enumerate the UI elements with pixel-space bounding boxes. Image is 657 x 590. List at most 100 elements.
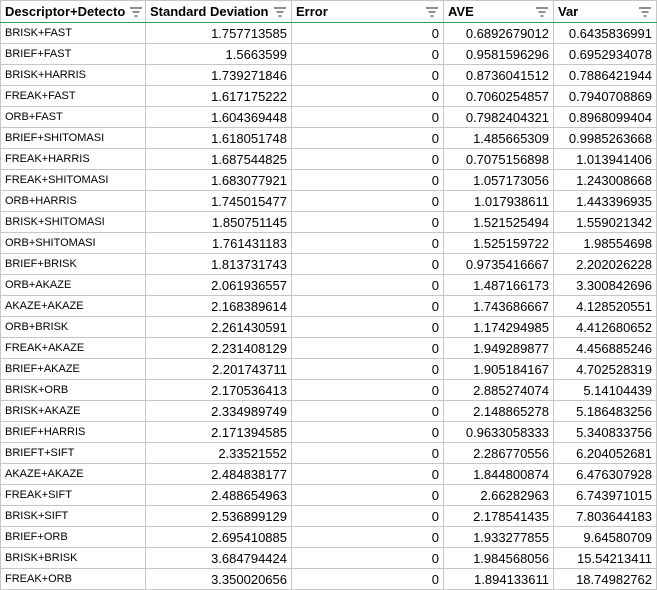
filter-icon[interactable]: [638, 6, 652, 18]
filter-icon[interactable]: [273, 6, 287, 18]
cell-descriptor-detector[interactable]: BRISK+SIFT: [0, 505, 146, 527]
cell-standard-deviation[interactable]: 1.745015477: [145, 190, 292, 212]
cell-descriptor-detector[interactable]: FREAK+SIFT: [0, 484, 146, 506]
cell-error[interactable]: 0: [291, 316, 444, 338]
cell-ave[interactable]: 2.286770556: [443, 442, 554, 464]
cell-var[interactable]: 18.74982762: [553, 568, 657, 590]
cell-standard-deviation[interactable]: 1.761431183: [145, 232, 292, 254]
cell-standard-deviation[interactable]: 2.170536413: [145, 379, 292, 401]
cell-standard-deviation[interactable]: 1.739271846: [145, 64, 292, 86]
cell-error[interactable]: 0: [291, 85, 444, 107]
cell-ave[interactable]: 2.66282963: [443, 484, 554, 506]
cell-var[interactable]: 6.476307928: [553, 463, 657, 485]
cell-var[interactable]: 1.013941406: [553, 148, 657, 170]
cell-standard-deviation[interactable]: 2.33521552: [145, 442, 292, 464]
cell-descriptor-detector[interactable]: ORB+HARRIS: [0, 190, 146, 212]
cell-var[interactable]: 4.128520551: [553, 295, 657, 317]
column-header-ave[interactable]: AVE: [443, 0, 554, 23]
cell-descriptor-detector[interactable]: BRIEF+SHITOMASI: [0, 127, 146, 149]
cell-var[interactable]: 7.803644183: [553, 505, 657, 527]
cell-ave[interactable]: 1.844800874: [443, 463, 554, 485]
cell-var[interactable]: 9.64580709: [553, 526, 657, 548]
cell-standard-deviation[interactable]: 2.261430591: [145, 316, 292, 338]
cell-ave[interactable]: 0.7060254857: [443, 85, 554, 107]
cell-ave[interactable]: 1.743686667: [443, 295, 554, 317]
cell-ave[interactable]: 1.057173056: [443, 169, 554, 191]
cell-ave[interactable]: 1.905184167: [443, 358, 554, 380]
cell-standard-deviation[interactable]: 2.484838177: [145, 463, 292, 485]
cell-standard-deviation[interactable]: 1.618051748: [145, 127, 292, 149]
cell-standard-deviation[interactable]: 2.536899129: [145, 505, 292, 527]
cell-error[interactable]: 0: [291, 169, 444, 191]
cell-descriptor-detector[interactable]: BRISK+FAST: [0, 22, 146, 44]
cell-ave[interactable]: 0.8736041512: [443, 64, 554, 86]
cell-var[interactable]: 0.7940708869: [553, 85, 657, 107]
cell-standard-deviation[interactable]: 2.488654963: [145, 484, 292, 506]
cell-descriptor-detector[interactable]: BRIEF+BRISK: [0, 253, 146, 275]
cell-standard-deviation[interactable]: 3.684794424: [145, 547, 292, 569]
cell-standard-deviation[interactable]: 2.334989749: [145, 400, 292, 422]
cell-var[interactable]: 15.54213411: [553, 547, 657, 569]
cell-var[interactable]: 1.559021342: [553, 211, 657, 233]
cell-standard-deviation[interactable]: 1.813731743: [145, 253, 292, 275]
cell-var[interactable]: 0.9985263668: [553, 127, 657, 149]
cell-ave[interactable]: 1.485665309: [443, 127, 554, 149]
cell-ave[interactable]: 0.7982404321: [443, 106, 554, 128]
cell-var[interactable]: 5.14104439: [553, 379, 657, 401]
cell-var[interactable]: 5.186483256: [553, 400, 657, 422]
cell-error[interactable]: 0: [291, 64, 444, 86]
cell-descriptor-detector[interactable]: ORB+AKAZE: [0, 274, 146, 296]
cell-var[interactable]: 5.340833756: [553, 421, 657, 443]
cell-var[interactable]: 1.243008668: [553, 169, 657, 191]
cell-var[interactable]: 4.456885246: [553, 337, 657, 359]
cell-error[interactable]: 0: [291, 232, 444, 254]
column-header-standard-deviation[interactable]: Standard Deviation: [145, 0, 292, 23]
cell-error[interactable]: 0: [291, 190, 444, 212]
cell-var[interactable]: 0.7886421944: [553, 64, 657, 86]
cell-error[interactable]: 0: [291, 442, 444, 464]
cell-ave[interactable]: 1.174294985: [443, 316, 554, 338]
cell-descriptor-detector[interactable]: BRIEF+AKAZE: [0, 358, 146, 380]
cell-ave[interactable]: 1.894133611: [443, 568, 554, 590]
cell-standard-deviation[interactable]: 2.171394585: [145, 421, 292, 443]
cell-descriptor-detector[interactable]: FREAK+HARRIS: [0, 148, 146, 170]
cell-ave[interactable]: 1.017938611: [443, 190, 554, 212]
cell-var[interactable]: 1.98554698: [553, 232, 657, 254]
cell-error[interactable]: 0: [291, 484, 444, 506]
cell-descriptor-detector[interactable]: FREAK+FAST: [0, 85, 146, 107]
cell-descriptor-detector[interactable]: BRIEF+ORB: [0, 526, 146, 548]
cell-var[interactable]: 6.204052681: [553, 442, 657, 464]
cell-descriptor-detector[interactable]: AKAZE+AKAZE: [0, 463, 146, 485]
cell-descriptor-detector[interactable]: BRIEFT+SIFT: [0, 442, 146, 464]
cell-error[interactable]: 0: [291, 22, 444, 44]
cell-error[interactable]: 0: [291, 463, 444, 485]
cell-var[interactable]: 0.6952934078: [553, 43, 657, 65]
cell-error[interactable]: 0: [291, 379, 444, 401]
column-header-descriptor-detector[interactable]: Descriptor+Detecto: [0, 0, 146, 23]
cell-standard-deviation[interactable]: 2.168389614: [145, 295, 292, 317]
cell-descriptor-detector[interactable]: BRISK+ORB: [0, 379, 146, 401]
cell-descriptor-detector[interactable]: BRIEF+HARRIS: [0, 421, 146, 443]
cell-error[interactable]: 0: [291, 568, 444, 590]
cell-error[interactable]: 0: [291, 400, 444, 422]
cell-ave[interactable]: 1.984568056: [443, 547, 554, 569]
cell-descriptor-detector[interactable]: FREAK+SHITOMASI: [0, 169, 146, 191]
cell-ave[interactable]: 2.885274074: [443, 379, 554, 401]
cell-ave[interactable]: 2.178541435: [443, 505, 554, 527]
cell-ave[interactable]: 0.9581596296: [443, 43, 554, 65]
cell-var[interactable]: 4.412680652: [553, 316, 657, 338]
cell-standard-deviation[interactable]: 1.850751145: [145, 211, 292, 233]
cell-var[interactable]: 0.6435836991: [553, 22, 657, 44]
cell-error[interactable]: 0: [291, 358, 444, 380]
cell-var[interactable]: 2.202026228: [553, 253, 657, 275]
cell-error[interactable]: 0: [291, 253, 444, 275]
cell-error[interactable]: 0: [291, 421, 444, 443]
cell-descriptor-detector[interactable]: FREAK+AKAZE: [0, 337, 146, 359]
cell-ave[interactable]: 2.148865278: [443, 400, 554, 422]
column-header-error[interactable]: Error: [291, 0, 444, 23]
cell-descriptor-detector[interactable]: ORB+BRISK: [0, 316, 146, 338]
cell-var[interactable]: 6.743971015: [553, 484, 657, 506]
cell-descriptor-detector[interactable]: ORB+FAST: [0, 106, 146, 128]
filter-icon[interactable]: [129, 6, 143, 18]
cell-descriptor-detector[interactable]: BRISK+BRISK: [0, 547, 146, 569]
